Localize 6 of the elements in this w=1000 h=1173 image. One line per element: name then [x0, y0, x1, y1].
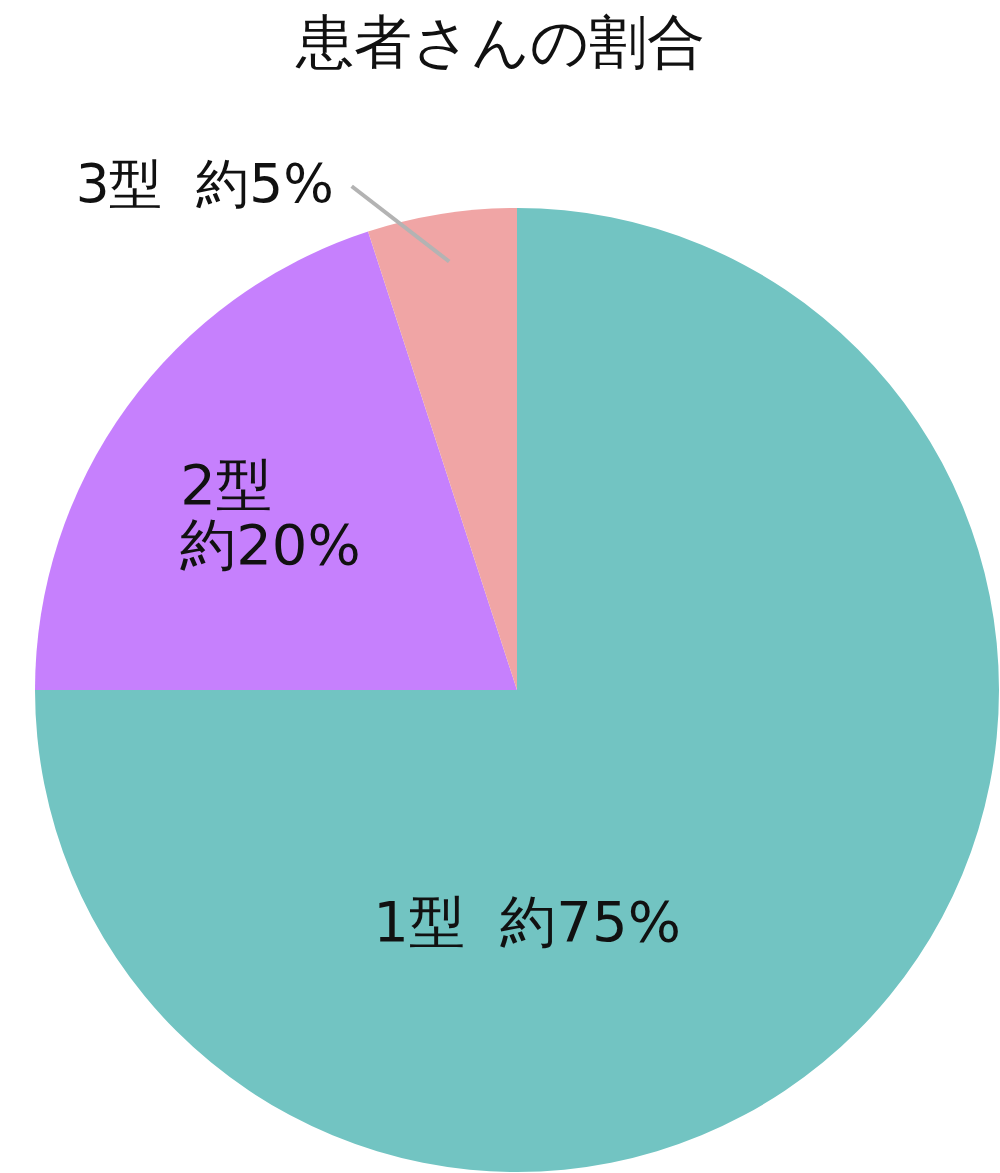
slice-label: 3型 約5%: [75, 153, 334, 216]
pie-slice: [368, 208, 517, 690]
pie-slice: [35, 208, 999, 1172]
chart-title: 患者さんの割合: [294, 8, 705, 76]
pie-slice: [35, 231, 517, 690]
slice-label: 1型 約75%: [373, 889, 681, 955]
